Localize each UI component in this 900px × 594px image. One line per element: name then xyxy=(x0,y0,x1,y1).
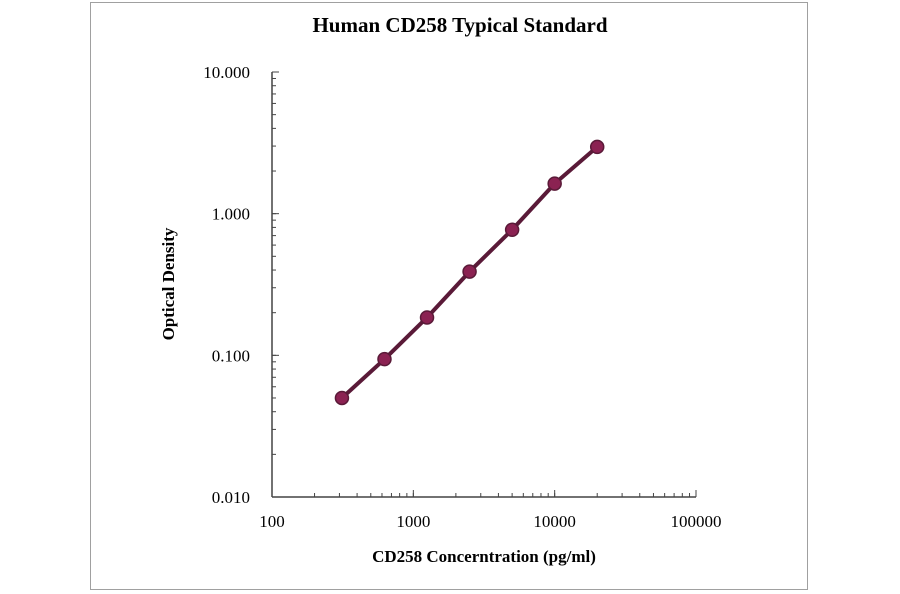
chart-title: Human CD258 Typical Standard xyxy=(312,13,607,37)
data-point xyxy=(419,310,435,325)
data-point xyxy=(377,351,392,367)
y-tick-label: 10.000 xyxy=(203,63,250,82)
data-point xyxy=(547,176,562,191)
data-point xyxy=(589,139,605,155)
x-tick-label: 100000 xyxy=(671,512,722,531)
data-point xyxy=(334,390,350,406)
x-tick-label: 100 xyxy=(259,512,285,531)
x-tick-label: 10000 xyxy=(533,512,576,531)
chart-frame xyxy=(90,2,808,590)
y-tick-label: 1.000 xyxy=(212,205,250,224)
x-tick-label: 1000 xyxy=(396,512,430,531)
y-axis-title: Optical Density xyxy=(159,227,178,340)
data-point xyxy=(504,222,520,237)
x-axis-title: CD258 Concerntration (pg/ml) xyxy=(372,547,596,566)
y-tick-label: 0.010 xyxy=(212,488,250,507)
data-point xyxy=(462,264,477,279)
y-tick-label: 0.100 xyxy=(212,346,250,365)
